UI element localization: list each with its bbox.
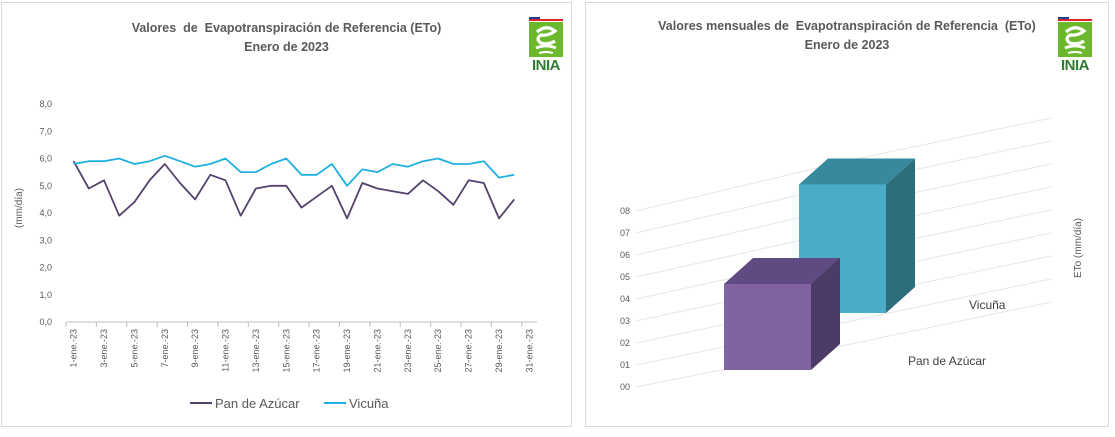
logo-text: INIA xyxy=(532,57,561,74)
y-tick-label: 6,0 xyxy=(39,154,52,164)
bar-chart-3d: 00 01 02 03 04 05 06 07 08 ETo (mm/día) Vicuña Pan … xyxy=(620,117,1084,392)
right-chart-title: Valores mensuales de Evapotranspiración … xyxy=(586,17,1108,55)
y-axis-label: (mm/día) xyxy=(14,188,25,228)
inia-logo-symbol-icon xyxy=(535,26,558,54)
bar-front-face xyxy=(724,283,811,370)
legend-label: Pan de Azúcar xyxy=(215,396,300,411)
grid-line xyxy=(850,301,1052,345)
x-tick-label: 19-ene.-23 xyxy=(342,329,352,373)
x-tick-label: 23-ene.-23 xyxy=(403,329,413,373)
bar-side-face xyxy=(886,158,915,313)
y-tick-label: 05 xyxy=(620,272,630,282)
right-title-line2: Enero de 2023 xyxy=(804,38,890,52)
y-tick-label: 7,0 xyxy=(39,126,52,136)
x-tick-label: 13-ene.-23 xyxy=(251,329,261,373)
y-tick-label: 06 xyxy=(620,250,630,260)
legend-label: Vicuña xyxy=(349,396,389,411)
y-tick-label: 01 xyxy=(620,360,630,370)
x-tick-label: 25-ene.-23 xyxy=(433,329,443,373)
right-chart-panel: Valores mensuales de Evapotranspiración … xyxy=(585,2,1109,427)
series-line xyxy=(73,154,515,187)
bar-top-face xyxy=(724,257,840,284)
x-tick-label: 3-ene.-23 xyxy=(99,329,109,368)
grid-line xyxy=(635,159,852,212)
y-tick-label: 1,0 xyxy=(39,290,52,300)
y-tick-label: 4,0 xyxy=(39,208,52,218)
series-line xyxy=(72,160,515,220)
x-tick-label: 27-ene.-23 xyxy=(464,329,474,373)
x-tick-label: 5-ene.-23 xyxy=(129,329,139,368)
x-tick-label: 17-ene.-23 xyxy=(312,329,322,373)
category-label: Vicuña xyxy=(969,298,1006,312)
y-tick-label: 04 xyxy=(620,294,630,304)
x-tick-label: 15-ene.-23 xyxy=(281,329,291,373)
inia-logo: INIA xyxy=(529,17,563,74)
x-tick-label: 7-ene.-23 xyxy=(160,329,170,368)
x-tick-label: 29-ene.-23 xyxy=(494,329,504,373)
y-tick-label: 03 xyxy=(620,316,630,326)
x-tick-label: 11-ene.-23 xyxy=(221,329,231,372)
category-label: Pan de Azúcar xyxy=(908,354,986,368)
y-tick-label: 00 xyxy=(620,382,630,392)
line-chart: 0,0 1,0 2,0 3,0 4,0 5,0 6,0 7,0 8,0 (mm/día) 1-ene… xyxy=(14,99,537,411)
x-tick-label: 1-ene.-23 xyxy=(69,329,79,368)
bar-top-face xyxy=(799,158,915,185)
y-tick-label: 07 xyxy=(620,228,630,238)
y-tick-label: 3,0 xyxy=(39,235,52,245)
y-tick-label: 0,0 xyxy=(39,317,52,327)
x-tick-label: 21-ene.-23 xyxy=(372,329,382,373)
left-title-line2: Enero de 2023 xyxy=(244,40,329,54)
right-title-line1: Valores mensuales de Evapotranspiración … xyxy=(658,19,1036,33)
x-tick-label: 31-ene.-23 xyxy=(524,329,534,373)
x-tick-label: 9-ene.-23 xyxy=(190,329,200,368)
grid-line xyxy=(850,278,1052,322)
y-tick-label: 08 xyxy=(620,206,630,216)
left-chart-panel: Valores de Evapotranspiración de Referen… xyxy=(1,2,572,427)
y-tick-label: 8,0 xyxy=(39,99,52,109)
logo-text: INIA xyxy=(1061,57,1090,74)
bar-side-face xyxy=(811,257,840,370)
inia-logo: INIA xyxy=(1058,17,1092,74)
y-axis-label: ETo (mm/día) xyxy=(1073,218,1084,278)
inia-logo-symbol-icon xyxy=(1064,26,1087,54)
y-tick-label: 02 xyxy=(620,338,630,348)
left-chart-title: Valores de Evapotranspiración de Referen… xyxy=(2,19,571,57)
y-tick-label: 5,0 xyxy=(39,181,52,191)
grid-line xyxy=(850,117,1052,161)
y-tick-label: 2,0 xyxy=(39,263,52,273)
left-title-line1: Valores de Evapotranspiración de Referen… xyxy=(131,21,442,35)
